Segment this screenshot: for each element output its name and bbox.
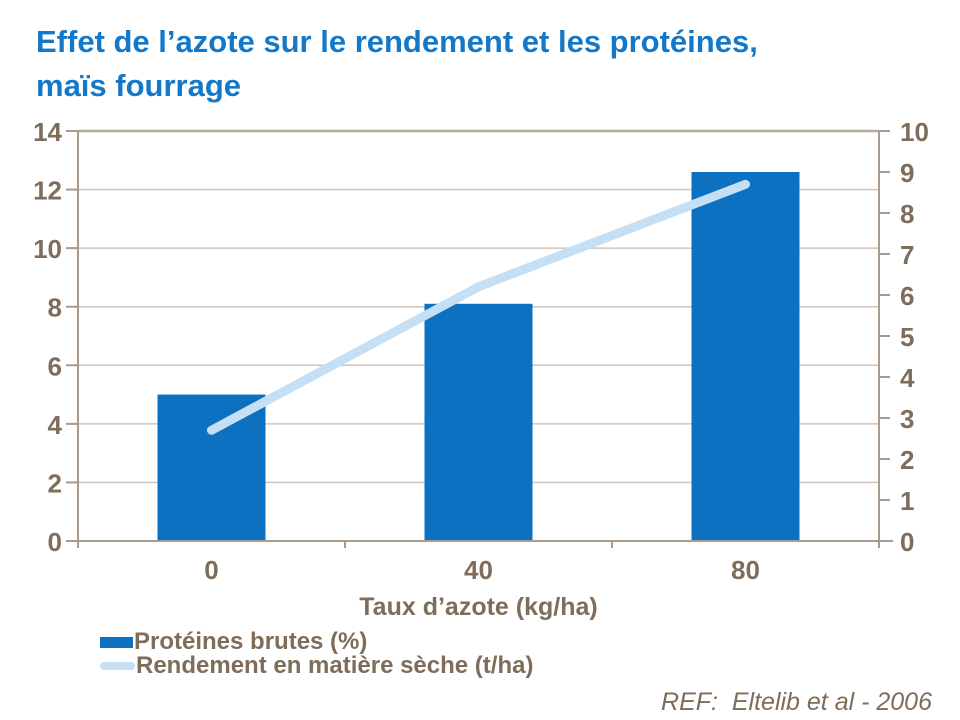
left-axis-tick-label: 6 bbox=[48, 351, 62, 381]
x-axis-tick-label: 80 bbox=[731, 555, 760, 585]
legend-row: Protéines brutes (%) bbox=[100, 628, 533, 655]
left-axis-tick-label: 10 bbox=[33, 234, 62, 264]
right-axis-tick-label: 0 bbox=[900, 527, 914, 557]
right-axis-tick-label: 5 bbox=[900, 322, 914, 352]
right-axis-tick-label: 10 bbox=[900, 117, 929, 147]
right-axis-tick-label: 4 bbox=[900, 363, 915, 393]
bar-0 bbox=[157, 394, 266, 541]
left-axis-tick-label: 4 bbox=[48, 410, 63, 440]
right-axis-tick-label: 8 bbox=[900, 199, 914, 229]
right-axis-tick-label: 3 bbox=[900, 404, 914, 434]
chart-title: Effet de l’azote sur le rendement et les… bbox=[36, 24, 758, 104]
legend-swatch-line bbox=[100, 662, 135, 670]
chart-legend: Protéines brutes (%) Rendement en matière… bbox=[100, 628, 534, 679]
x-axis-tick-label: 40 bbox=[464, 555, 493, 585]
left-axis-tick-label: 0 bbox=[48, 527, 62, 557]
bar-40 bbox=[424, 303, 533, 541]
reference-text: REF: Eltelib et al - 2006 bbox=[661, 688, 932, 716]
right-axis-tick-label: 1 bbox=[900, 486, 914, 516]
x-axis-title: Taux d’azote (kg/ha) bbox=[359, 593, 597, 621]
right-axis-tick-label: 6 bbox=[900, 281, 914, 311]
right-axis-tick-label: 2 bbox=[900, 445, 914, 475]
left-axis-tick-label: 8 bbox=[48, 293, 62, 323]
left-axis-tick-label: 14 bbox=[33, 117, 62, 147]
left-axis-tick-label: 12 bbox=[33, 176, 62, 206]
right-axis-tick-label: 7 bbox=[900, 240, 914, 270]
legend-label: Rendement en matière sèche (t/ha) bbox=[136, 652, 534, 679]
x-axis-tick-label: 0 bbox=[204, 555, 218, 585]
right-axis-tick-label: 9 bbox=[900, 158, 914, 188]
legend-label: Protéines brutes (%) bbox=[134, 628, 368, 655]
line-series bbox=[207, 179, 750, 435]
bar-80 bbox=[691, 172, 800, 541]
legend-swatch-bar bbox=[100, 636, 133, 648]
legend-row: Rendement en matière sèche (t/ha) bbox=[100, 652, 534, 679]
left-axis-tick-label: 2 bbox=[48, 468, 62, 498]
